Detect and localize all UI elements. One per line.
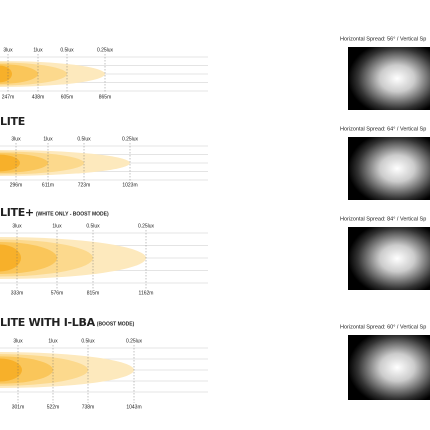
section-title: LITE bbox=[0, 115, 25, 128]
distance-label: 438m bbox=[32, 94, 45, 100]
beam-photo bbox=[348, 227, 430, 290]
section-title: LITE+ bbox=[0, 206, 34, 219]
beam-zone bbox=[0, 154, 20, 172]
distance-label: 865m bbox=[99, 94, 112, 100]
spread-label: Horizontal Spread: 64° / Vertical Sp bbox=[340, 126, 426, 132]
beam-photo bbox=[348, 137, 430, 200]
section-subtitle: (BOOST MODE) bbox=[97, 321, 135, 327]
section: LITE 3lux 296m 1lux 611m 0.5lux 723m 0.25lux 102… bbox=[0, 115, 430, 200]
distance-label: 296m bbox=[10, 182, 23, 188]
distance-label: 723m bbox=[78, 182, 91, 188]
lux-label: 0.5lux bbox=[60, 47, 74, 53]
lux-label: 0.25lux bbox=[97, 47, 114, 53]
beam-photo bbox=[348, 47, 430, 110]
lux-label: 0.25lux bbox=[126, 338, 143, 344]
distance-label: 1023m bbox=[122, 182, 137, 188]
lux-label: 0.5lux bbox=[77, 136, 91, 142]
lux-label: 1lux bbox=[48, 338, 58, 344]
lux-label: 3lux bbox=[13, 338, 23, 344]
lux-label: 1lux bbox=[43, 136, 53, 142]
distance-label: 738m bbox=[82, 404, 95, 410]
lux-label: 3lux bbox=[3, 47, 13, 53]
beam-zone bbox=[0, 358, 22, 382]
lux-label: 1lux bbox=[52, 223, 62, 229]
lux-label: 3lux bbox=[12, 223, 22, 229]
lux-label: 3lux bbox=[11, 136, 21, 142]
lux-label: 0.25lux bbox=[138, 223, 155, 229]
distance-label: 611m bbox=[42, 182, 54, 188]
spread-label: Horizontal Spread: 60° / Vertical Sp bbox=[340, 324, 426, 330]
distance-label: 301m bbox=[12, 404, 25, 410]
section-subtitle: (WHITE ONLY - BOOST MODE) bbox=[36, 211, 109, 217]
distance-label: 1162m bbox=[139, 290, 154, 296]
distance-label: 605m bbox=[61, 94, 74, 100]
beam-zone bbox=[0, 65, 12, 83]
beam-zone bbox=[0, 244, 21, 272]
distance-label: 1043m bbox=[126, 404, 141, 410]
lux-label: 1lux bbox=[33, 47, 43, 53]
section-title: LITE WITH I-LBA bbox=[0, 316, 96, 329]
section: LITE WITH I-LBA (BOOST MODE) 3lux 301m 1lux 5… bbox=[0, 316, 430, 410]
distance-label: 576m bbox=[51, 290, 64, 296]
section: 3lux 247m 1lux 438m 0.5lux 605m 0.25lux 865m Hor… bbox=[0, 36, 430, 110]
distance-label: 247m bbox=[2, 94, 15, 100]
distance-label: 522m bbox=[47, 404, 60, 410]
section: LITE+ (WHITE ONLY - BOOST MODE) 3lux 333m 1l… bbox=[0, 206, 430, 296]
distance-label: 815m bbox=[87, 290, 100, 296]
beam-photo bbox=[348, 335, 430, 400]
spread-label: Horizontal Spread: 84° / Vertical Sp bbox=[340, 216, 426, 222]
lux-label: 0.25lux bbox=[122, 136, 139, 142]
distance-label: 333m bbox=[11, 290, 24, 296]
lux-label: 0.5lux bbox=[86, 223, 100, 229]
lux-label: 0.5lux bbox=[81, 338, 95, 344]
spread-label: Horizontal Spread: 56° / Vertical Sp bbox=[340, 36, 426, 42]
